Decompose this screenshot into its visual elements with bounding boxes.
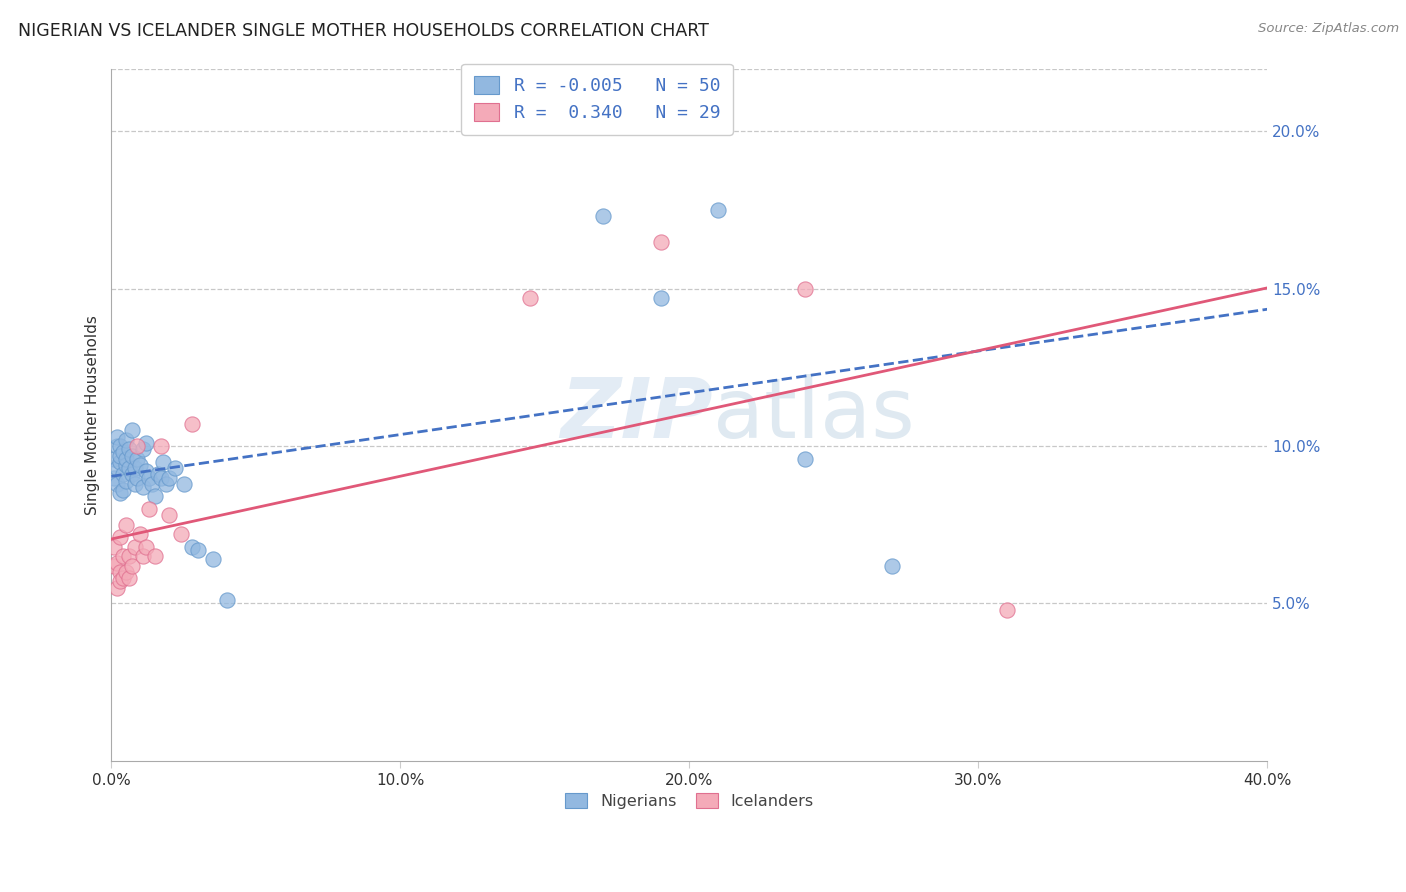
Point	[129, 527, 152, 541]
Point	[124, 461, 146, 475]
Text: atlas: atlas	[713, 374, 914, 455]
Text: Source: ZipAtlas.com: Source: ZipAtlas.com	[1258, 22, 1399, 36]
Point	[103, 540, 125, 554]
Point	[995, 603, 1018, 617]
Point	[115, 458, 138, 472]
Point	[187, 543, 209, 558]
Point	[105, 476, 128, 491]
Point	[143, 490, 166, 504]
Point	[105, 461, 128, 475]
Point	[519, 291, 541, 305]
Point	[121, 467, 143, 482]
Point	[149, 470, 172, 484]
Point	[111, 483, 134, 497]
Point	[135, 464, 157, 478]
Point	[127, 451, 149, 466]
Text: ZIP: ZIP	[560, 374, 713, 455]
Point	[111, 549, 134, 564]
Point	[105, 439, 128, 453]
Point	[105, 430, 128, 444]
Point	[103, 558, 125, 573]
Point	[132, 549, 155, 564]
Point	[138, 502, 160, 516]
Point	[115, 451, 138, 466]
Point	[141, 476, 163, 491]
Point	[108, 449, 131, 463]
Point	[135, 436, 157, 450]
Point	[118, 461, 141, 475]
Point	[118, 571, 141, 585]
Point	[118, 549, 141, 564]
Point	[103, 470, 125, 484]
Point	[124, 540, 146, 554]
Point	[149, 439, 172, 453]
Point	[115, 517, 138, 532]
Point	[105, 556, 128, 570]
Point	[108, 530, 131, 544]
Point	[132, 442, 155, 457]
Point	[132, 480, 155, 494]
Point	[152, 455, 174, 469]
Point	[143, 549, 166, 564]
Point	[794, 451, 817, 466]
Point	[118, 442, 141, 457]
Point	[111, 571, 134, 585]
Point	[108, 486, 131, 500]
Point	[592, 210, 614, 224]
Point	[103, 451, 125, 466]
Point	[880, 558, 903, 573]
Point	[115, 474, 138, 488]
Point	[707, 203, 730, 218]
Text: NIGERIAN VS ICELANDER SINGLE MOTHER HOUSEHOLDS CORRELATION CHART: NIGERIAN VS ICELANDER SINGLE MOTHER HOUS…	[18, 22, 709, 40]
Point	[111, 467, 134, 482]
Point	[138, 470, 160, 484]
Point	[181, 417, 204, 431]
Point	[127, 439, 149, 453]
Point	[124, 476, 146, 491]
Point	[129, 458, 152, 472]
Point	[650, 291, 672, 305]
Point	[170, 527, 193, 541]
Point	[157, 508, 180, 523]
Point	[157, 470, 180, 484]
Y-axis label: Single Mother Households: Single Mother Households	[86, 315, 100, 515]
Point	[108, 565, 131, 579]
Point	[108, 455, 131, 469]
Point	[181, 540, 204, 554]
Point	[108, 439, 131, 453]
Point	[121, 423, 143, 437]
Point	[215, 593, 238, 607]
Point	[650, 235, 672, 249]
Point	[127, 470, 149, 484]
Point	[201, 552, 224, 566]
Point	[794, 282, 817, 296]
Point	[155, 476, 177, 491]
Point	[115, 433, 138, 447]
Point	[115, 565, 138, 579]
Point	[163, 461, 186, 475]
Point	[135, 540, 157, 554]
Point	[111, 445, 134, 459]
Point	[146, 467, 169, 482]
Point	[108, 574, 131, 589]
Point	[173, 476, 195, 491]
Point	[121, 449, 143, 463]
Point	[105, 581, 128, 595]
Legend: Nigerians, Icelanders: Nigerians, Icelanders	[558, 786, 820, 815]
Point	[121, 558, 143, 573]
